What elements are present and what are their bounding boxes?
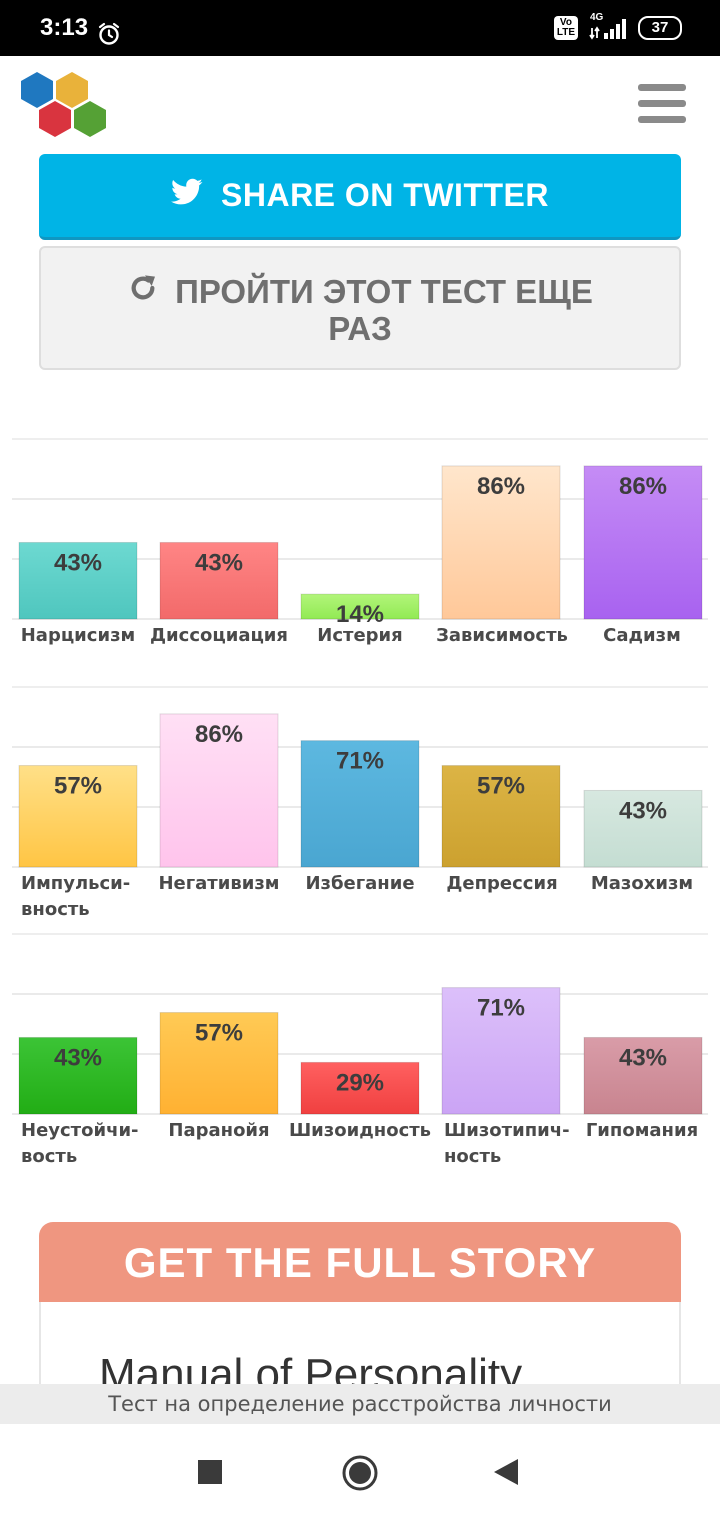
bar-0-3 [441, 465, 561, 620]
circle-home-icon[interactable] [341, 1454, 379, 1497]
bar-value-label: 57% [477, 773, 525, 800]
bar-category-label: Паранойя [168, 1120, 269, 1141]
bar-1-2 [300, 740, 420, 868]
retake-test-button[interactable]: ПРОЙТИ ЭТОТ ТЕСТ ЕЩЕ РАЗ [39, 246, 681, 370]
status-time: 3:13 [40, 14, 89, 41]
bar-2-1 [159, 1012, 279, 1115]
volte-icon: Vo LTE [553, 16, 578, 40]
bar-value-label: 14% [336, 601, 384, 628]
bar-0-1 [159, 541, 279, 620]
alarm-icon [97, 22, 121, 51]
bar-2-3 [441, 987, 561, 1115]
page-title-bar: Тест на определение расстройства личност… [0, 1384, 720, 1424]
square-recents-icon[interactable] [198, 1460, 222, 1489]
bar-value-label: 86% [619, 473, 667, 500]
bar-2-2 [300, 1061, 420, 1115]
bar-category-label: Депрессия [446, 873, 557, 894]
results-bar-charts: 43% Нарцисизм 43% Диссоциация 14%Истерия 86% З… [12, 438, 708, 1167]
bar-1-4 [583, 789, 703, 868]
bar-category-label: Диссоциация [150, 625, 288, 646]
bar-category-label: Гипомания [586, 1120, 698, 1141]
bar-category-label: Истерия [317, 625, 402, 646]
bar-category-label: Садизм [603, 625, 681, 646]
bar-value-label: 57% [195, 1020, 243, 1047]
battery-icon: 37 [638, 16, 682, 40]
bar-value-label: 71% [477, 995, 525, 1022]
bar-value-label: 86% [477, 473, 525, 500]
bar-category-label: Неустойчи- [21, 1120, 139, 1141]
bar-category-label: Мазохизм [591, 873, 693, 894]
bar-2-0 [18, 1036, 138, 1115]
bar-category-label: Негативизм [158, 873, 279, 894]
network-type-label: 4G [590, 12, 604, 23]
bar-category-label: Шизоидность [289, 1120, 431, 1141]
retake-label-line1: ПРОЙТИ ЭТОТ ТЕСТ ЕЩЕ [175, 273, 593, 310]
hamburger-menu-icon[interactable] [638, 84, 686, 126]
bar-value-label: 43% [54, 549, 102, 576]
bar-category-label: Зависимость [436, 625, 568, 646]
bar-value-label: 43% [54, 1044, 102, 1071]
bar-category-label: вность [21, 899, 90, 920]
site-header [0, 56, 720, 156]
bar-1-1 [159, 713, 279, 868]
bar-0-4 [583, 465, 703, 620]
signal-icon: 4G [588, 12, 628, 42]
get-full-story-heading: GET THE FULL STORY [39, 1222, 681, 1302]
bar-category-label: ность [444, 1146, 501, 1167]
bar-value-label: 29% [336, 1069, 384, 1096]
bar-category-label: Нарцисизм [21, 625, 136, 646]
system-nav-bar [0, 1424, 720, 1520]
retake-label-line2: РАЗ [328, 309, 392, 347]
twitter-bird-icon [171, 177, 203, 214]
bar-0-0 [18, 541, 138, 620]
battery-level: 37 [651, 19, 669, 36]
hexagon-cluster-logo[interactable] [18, 70, 110, 145]
bar-1-3 [441, 765, 561, 868]
bar-category-label: Импульси- [21, 873, 130, 894]
bar-category-label: Шизотипич- [444, 1120, 570, 1141]
bar-value-label: 71% [336, 748, 384, 775]
triangle-back-icon[interactable] [494, 1459, 518, 1490]
bar-value-label: 57% [54, 773, 102, 800]
share-on-twitter-button[interactable]: SHARE ON TWITTER [39, 154, 681, 240]
bar-value-label: 86% [195, 721, 243, 748]
status-bar: 3:13 Vo LTE 4G 37 [0, 0, 720, 56]
bar-1-0 [18, 765, 138, 868]
refresh-icon [127, 272, 159, 311]
twitter-button-label: SHARE ON TWITTER [221, 177, 549, 213]
bar-value-label: 43% [619, 797, 667, 824]
bar-value-label: 43% [619, 1044, 667, 1071]
bar-category-label: вость [21, 1146, 77, 1167]
bar-0-2 [300, 593, 420, 620]
bar-value-label: 43% [195, 549, 243, 576]
bar-category-label: Избегание [305, 873, 414, 894]
bar-2-4 [583, 1036, 703, 1115]
